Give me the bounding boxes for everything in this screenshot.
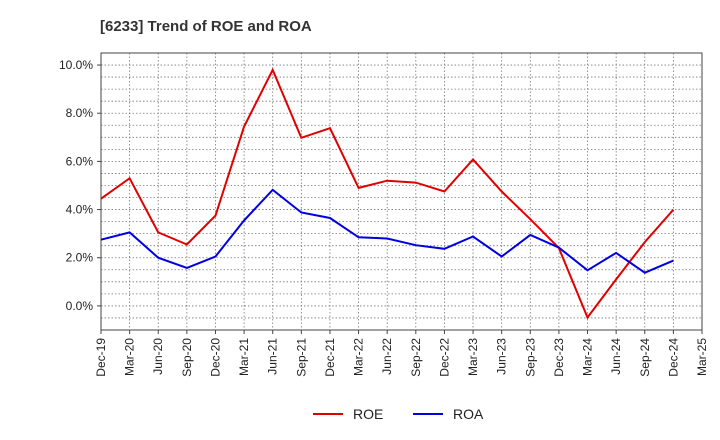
x-tick-label: Dec-19	[94, 338, 108, 377]
x-tick-label: Dec-20	[208, 338, 222, 377]
x-tick-label: Mar-21	[237, 338, 251, 376]
x-tick-label: Mar-20	[123, 338, 137, 376]
x-tick-label: Mar-25	[695, 338, 709, 376]
x-tick-label: Sep-20	[180, 338, 194, 377]
series-lines	[100, 67, 675, 320]
y-tick-label: 4.0%	[66, 203, 94, 217]
y-tick-label: 2.0%	[66, 251, 94, 265]
y-tick-label: 6.0%	[66, 154, 94, 168]
x-tick-label: Jun-24	[609, 338, 623, 375]
x-tick-label: Dec-22	[437, 338, 451, 377]
x-tick-label: Sep-21	[294, 338, 308, 377]
x-tick-label: Dec-23	[552, 338, 566, 377]
x-tick-label: Mar-23	[466, 338, 480, 376]
y-tick-label: 0.0%	[66, 299, 94, 313]
x-tick-label: Sep-23	[523, 338, 537, 377]
x-tick-label: Mar-24	[581, 338, 595, 376]
x-tick-label: Jun-21	[266, 338, 280, 375]
x-tick-label: Dec-24	[666, 338, 680, 377]
plot-frame	[100, 52, 703, 331]
x-tick-label: Jun-20	[151, 338, 165, 375]
series-line-roa	[100, 188, 674, 274]
y-tick-label: 10.0%	[59, 58, 93, 72]
grid-lines	[100, 52, 703, 330]
chart-title: [6233] Trend of ROE and ROA	[100, 18, 312, 35]
series-line-roe	[100, 67, 675, 320]
legend-label-roe: ROE	[353, 406, 383, 422]
y-tick-label: 8.0%	[66, 106, 94, 120]
x-tick-label: Sep-24	[638, 338, 652, 377]
x-tick-label: Dec-21	[323, 338, 337, 377]
x-tick-label: Jun-23	[495, 338, 509, 375]
x-tick-label: Sep-22	[409, 338, 423, 377]
legend-label-roa: ROA	[453, 406, 484, 422]
legend: ROE ROA	[313, 406, 484, 422]
x-tick-label: Mar-22	[352, 338, 366, 376]
x-tick-label: Jun-22	[380, 338, 394, 375]
axes: 0.0% 2.0% 4.0% 6.0% 8.0% 10.0% Dec-19 Mar-20 Jun…	[59, 52, 709, 377]
